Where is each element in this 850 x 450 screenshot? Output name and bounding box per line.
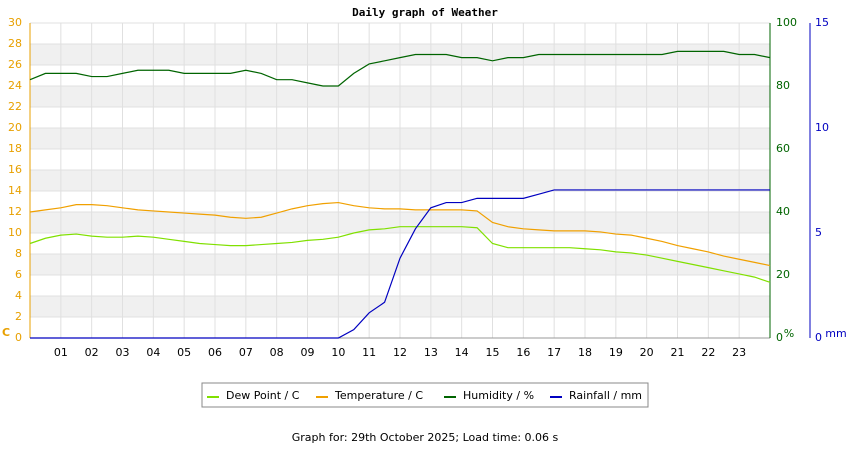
y3-axis-label: mm bbox=[825, 327, 846, 340]
y3-tick-label: 5 bbox=[815, 226, 822, 239]
x-tick-label: 14 bbox=[455, 346, 469, 359]
y2-tick-label: 100 bbox=[776, 16, 797, 29]
y-tick-label: 24 bbox=[8, 79, 22, 92]
legend-label: Dew Point / C bbox=[226, 389, 300, 402]
y-tick-label: 30 bbox=[8, 16, 22, 29]
y-tick-label: 16 bbox=[8, 163, 22, 176]
y2-tick-label: 40 bbox=[776, 205, 790, 218]
y3-tick-label: 15 bbox=[815, 16, 829, 29]
y-tick-label: 20 bbox=[8, 121, 22, 134]
y2-axis-label: % bbox=[784, 327, 794, 340]
x-tick-label: 19 bbox=[609, 346, 623, 359]
x-tick-label: 04 bbox=[146, 346, 160, 359]
y2-tick-label: 60 bbox=[776, 142, 790, 155]
x-tick-label: 01 bbox=[54, 346, 68, 359]
series-line bbox=[30, 189, 770, 339]
y2-tick-label: 0 bbox=[776, 331, 783, 344]
x-tick-label: 21 bbox=[671, 346, 685, 359]
y-tick-label: 14 bbox=[8, 184, 22, 197]
series-line bbox=[29, 226, 771, 283]
y-tick-label: 22 bbox=[8, 100, 22, 113]
x-tick-label: 23 bbox=[732, 346, 746, 359]
x-tick-label: 05 bbox=[177, 346, 191, 359]
x-tick-label: 06 bbox=[208, 346, 222, 359]
y-tick-label: 28 bbox=[8, 37, 22, 50]
x-tick-label: 17 bbox=[547, 346, 561, 359]
legend-box bbox=[201, 382, 649, 408]
x-tick-label: 03 bbox=[116, 346, 130, 359]
y-tick-label: 18 bbox=[8, 142, 22, 155]
x-tick-label: 09 bbox=[301, 346, 315, 359]
footer: Graph for: 29th October 2025; Load time:… bbox=[292, 431, 559, 444]
y-tick-label: 26 bbox=[8, 58, 22, 71]
y-tick-label: 0 bbox=[15, 331, 22, 344]
y-axis-label: C bbox=[2, 326, 10, 339]
series-line bbox=[29, 50, 771, 87]
x-tick-label: 02 bbox=[85, 346, 99, 359]
x-tick-label: 18 bbox=[578, 346, 592, 359]
x-tick-label: 16 bbox=[516, 346, 530, 359]
y-tick-label: 4 bbox=[15, 289, 22, 302]
x-tick-label: 13 bbox=[424, 346, 438, 359]
x-tick-label: 12 bbox=[393, 346, 407, 359]
chart-title: Daily graph of Weather bbox=[352, 6, 498, 19]
x-tick-label: 22 bbox=[701, 346, 715, 359]
legend-label: Temperature / C bbox=[334, 389, 423, 402]
x-tick-label: 10 bbox=[331, 346, 345, 359]
x-tick-label: 08 bbox=[270, 346, 284, 359]
series-line bbox=[29, 201, 771, 267]
y-tick-label: 2 bbox=[15, 310, 22, 323]
y2-tick-label: 80 bbox=[776, 79, 790, 92]
y-tick-label: 10 bbox=[8, 226, 22, 239]
x-tick-label: 07 bbox=[239, 346, 253, 359]
y-tick-label: 6 bbox=[15, 268, 22, 281]
y2-tick-label: 20 bbox=[776, 268, 790, 281]
y3-tick-label: 0 bbox=[815, 331, 822, 344]
x-tick-label: 11 bbox=[362, 346, 376, 359]
legend-label: Humidity / % bbox=[463, 389, 534, 402]
legend-label: Rainfall / mm bbox=[569, 389, 642, 402]
y-tick-label: 12 bbox=[8, 205, 22, 218]
y3-tick-label: 10 bbox=[815, 121, 829, 134]
y-tick-label: 8 bbox=[15, 247, 22, 260]
x-tick-label: 15 bbox=[486, 346, 500, 359]
x-tick-label: 20 bbox=[640, 346, 654, 359]
